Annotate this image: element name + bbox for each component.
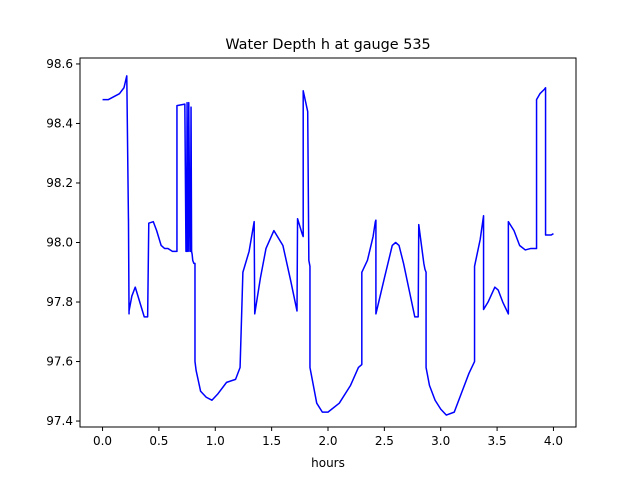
- x-tick-label: 1.5: [262, 434, 281, 448]
- x-tick-label: 3.5: [488, 434, 507, 448]
- y-tick-label: 97.4: [46, 414, 73, 428]
- y-tick-label: 97.8: [46, 295, 73, 309]
- x-tick-label: 1.0: [206, 434, 225, 448]
- y-tick-label: 98.4: [46, 116, 73, 130]
- y-tick-label: 98.2: [46, 176, 73, 190]
- x-tick-label: 2.5: [375, 434, 394, 448]
- series-line-water-depth: [102, 75, 554, 416]
- x-axis-label: hours: [311, 456, 345, 470]
- x-tick-label: 4.0: [544, 434, 563, 448]
- plot-area: 0.0 0.5 1.0 1.5 2.0 2.5 3.0 3.5 4.0 97.4 97.6 97.8…: [46, 57, 577, 448]
- y-tick-label: 98.6: [46, 57, 73, 71]
- y-axis: 97.4 97.6 97.8 98.0 98.2 98.4 98.6: [46, 57, 80, 428]
- x-tick-label: 0.5: [149, 434, 168, 448]
- x-axis: 0.0 0.5 1.0 1.5 2.0 2.5 3.0 3.5 4.0: [93, 427, 563, 448]
- x-tick-label: 3.0: [431, 434, 450, 448]
- y-tick-label: 98.0: [46, 236, 73, 250]
- x-tick-label: 2.0: [318, 434, 337, 448]
- y-tick-label: 97.6: [46, 355, 73, 369]
- chart-title: Water Depth h at gauge 535: [225, 37, 430, 53]
- x-tick-label: 0.0: [93, 434, 112, 448]
- series-layer: [102, 75, 554, 416]
